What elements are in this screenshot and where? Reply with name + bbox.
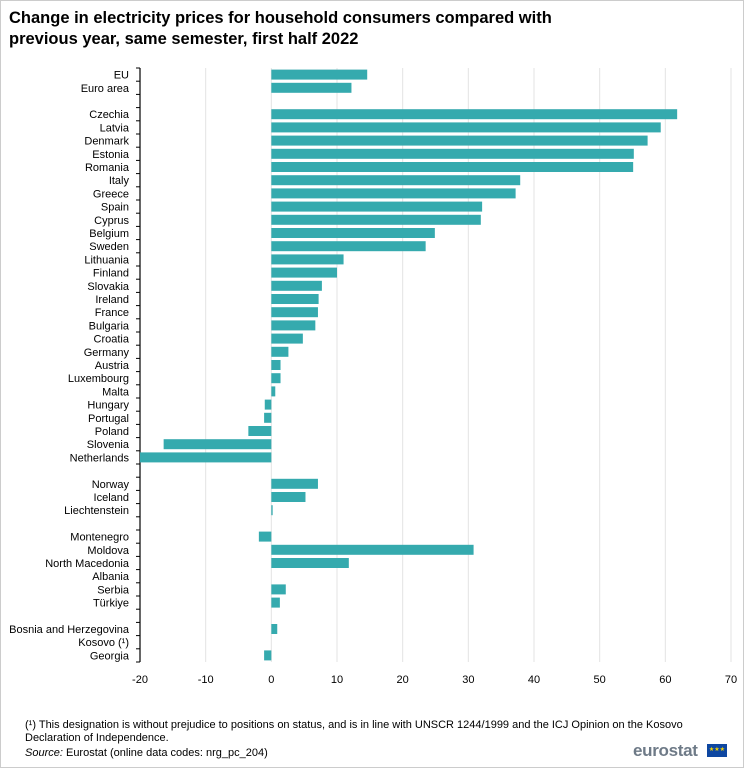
bar — [271, 201, 483, 212]
category-label: Slovakia — [87, 281, 129, 293]
bar — [271, 188, 516, 199]
x-tick-label: 50 — [594, 674, 606, 686]
bar — [271, 478, 318, 489]
category-label: Croatia — [94, 334, 130, 346]
bar — [271, 360, 281, 370]
category-label: Luxembourg — [68, 373, 129, 385]
category-label: Romania — [85, 162, 130, 174]
x-tick-label: 0 — [268, 674, 274, 686]
category-label: Belgium — [89, 228, 129, 240]
category-label: Norway — [92, 479, 130, 491]
bar — [271, 373, 281, 384]
category-label: EU — [114, 70, 129, 82]
category-label: Latvia — [100, 122, 130, 134]
category-label: Poland — [95, 426, 129, 438]
category-label: Bosnia and Herzegovina — [9, 624, 130, 636]
bar — [271, 228, 435, 238]
category-label: Germany — [84, 347, 130, 359]
x-tick-label: 40 — [528, 674, 540, 686]
bar — [271, 333, 303, 344]
bar — [271, 254, 344, 265]
bar — [271, 162, 634, 172]
eurostat-logo: eurostat — [633, 741, 698, 760]
category-label: France — [95, 307, 129, 319]
bar — [271, 346, 289, 357]
category-label: Denmark — [84, 136, 129, 148]
bar — [271, 558, 349, 568]
x-tick-label: -10 — [198, 674, 214, 686]
bar — [271, 597, 280, 608]
category-label: Georgia — [90, 650, 130, 662]
category-label: Lithuania — [84, 254, 130, 266]
bar — [271, 69, 368, 80]
bar — [271, 584, 286, 595]
bar — [264, 412, 272, 423]
source-label: Source: — [25, 747, 63, 759]
bar — [163, 439, 272, 450]
bar — [271, 82, 352, 93]
source-note: Source: Eurostat (online data codes: nrg… — [25, 747, 268, 759]
bar — [271, 267, 337, 278]
bar — [271, 294, 319, 304]
category-label: Italy — [109, 175, 130, 187]
bar — [271, 175, 521, 186]
category-label: Portugal — [88, 413, 129, 425]
bar — [271, 386, 276, 397]
category-label: Kosovo (¹) — [78, 637, 129, 649]
category-label: Netherlands — [70, 452, 130, 464]
category-label: North Macedonia — [45, 558, 130, 570]
bar — [271, 320, 316, 331]
category-label: Bulgaria — [89, 320, 130, 332]
category-label: Czechia — [89, 109, 130, 121]
category-label: Euro area — [81, 83, 130, 95]
bar — [271, 135, 648, 146]
category-label: Moldova — [87, 545, 129, 557]
category-label: Malta — [102, 386, 130, 398]
bar — [264, 399, 272, 410]
chart-title: Change in electricity prices for househo… — [9, 9, 552, 48]
category-label: Slovenia — [87, 439, 130, 451]
category-label: Albania — [92, 571, 130, 583]
category-label: Hungary — [87, 400, 129, 412]
category-label: Montenegro — [70, 532, 129, 544]
bar — [271, 544, 474, 555]
bar — [258, 531, 272, 542]
category-label: Estonia — [92, 149, 130, 161]
bar — [264, 650, 272, 661]
source-text: Eurostat (online data codes: nrg_pc_204) — [62, 747, 268, 759]
x-tick-label: 70 — [725, 674, 737, 686]
x-tick-label: -20 — [132, 674, 148, 686]
bar — [271, 624, 278, 634]
bar — [271, 148, 634, 159]
bar — [248, 426, 272, 436]
bar — [271, 280, 322, 291]
category-label: Sweden — [89, 241, 129, 253]
category-label: Greece — [93, 188, 129, 200]
x-tick-label: 20 — [397, 674, 409, 686]
x-tick-label: 10 — [331, 674, 343, 686]
bar — [271, 109, 678, 120]
category-label: Iceland — [94, 492, 129, 504]
footnote: (¹) This designation is without prejudic… — [25, 719, 683, 744]
category-label: Finland — [93, 268, 129, 280]
category-label: Liechtenstein — [64, 505, 129, 517]
bar — [271, 122, 661, 133]
bar — [140, 452, 272, 463]
category-label: Spain — [101, 202, 129, 214]
bar — [271, 241, 426, 252]
category-label: Ireland — [95, 294, 129, 306]
bar — [271, 307, 318, 318]
category-label: Türkiye — [93, 598, 129, 610]
x-tick-label: 60 — [659, 674, 671, 686]
x-tick-label: 30 — [462, 674, 474, 686]
eu-flag-icon: ★★★ — [707, 744, 727, 757]
bar — [271, 505, 273, 516]
category-label: Serbia — [97, 584, 130, 596]
category-label: Cyprus — [94, 215, 129, 227]
category-label: Austria — [95, 360, 130, 372]
bar — [271, 214, 481, 225]
bar — [271, 492, 306, 502]
